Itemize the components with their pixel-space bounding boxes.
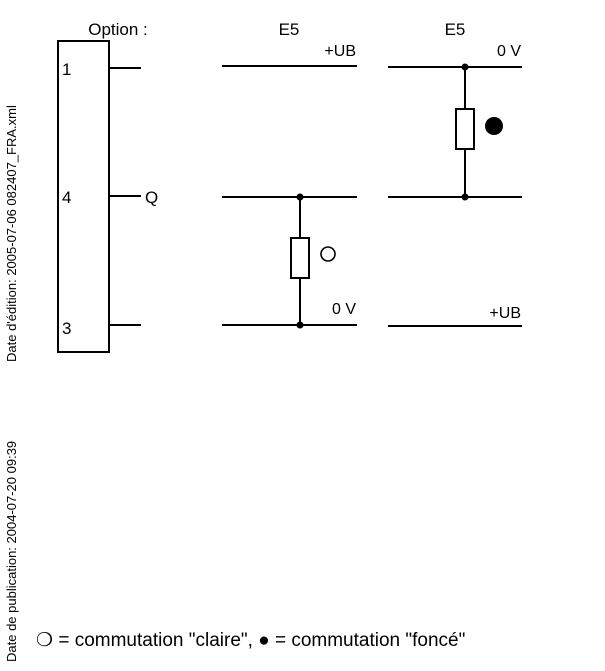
light-bottom-rail-label: 0 V [332,301,356,318]
dark-switching-marker [485,117,503,135]
light-switching-marker [320,246,336,262]
dark-bottom-rail-label: +UB [489,305,521,322]
column-label-e5-left: E5 [279,20,300,39]
light-junction-bottom [296,321,304,329]
column-label-e5-right: E5 [445,20,466,39]
light-resistor [290,237,310,279]
light-junction-top [296,193,304,201]
legend-light-text: = commutation "claire", [53,630,258,651]
dark-top-rail-label: 0 V [497,43,521,60]
pin-3-label: 3 [62,319,71,338]
legend-light-symbol: ❍ [36,630,53,651]
edition-date-text: Date d'édition: 2005-07-06 082407_FRA.xm… [4,105,19,362]
option-label: Option : [88,20,148,39]
publication-date-text: Date de publication: 2004-07-20 09:39 [4,441,19,662]
light-top-rail-label: +UB [324,43,356,60]
legend-text: ❍ = commutation "claire", ● = commutatio… [36,630,465,651]
pin-1-label: 1 [62,60,71,79]
dark-resistor [455,108,475,150]
dark-junction-top [461,63,469,71]
legend-dark-text: = commutation "foncé" [270,630,466,651]
output-q-label: Q [145,188,158,207]
pin-4-label: 4 [62,188,71,207]
dark-junction-bottom [461,193,469,201]
legend-dark-symbol: ● [258,630,269,651]
dark-switching-circuit: 0 V +UB [388,43,522,327]
light-switching-circuit: +UB 0 V [222,43,357,329]
